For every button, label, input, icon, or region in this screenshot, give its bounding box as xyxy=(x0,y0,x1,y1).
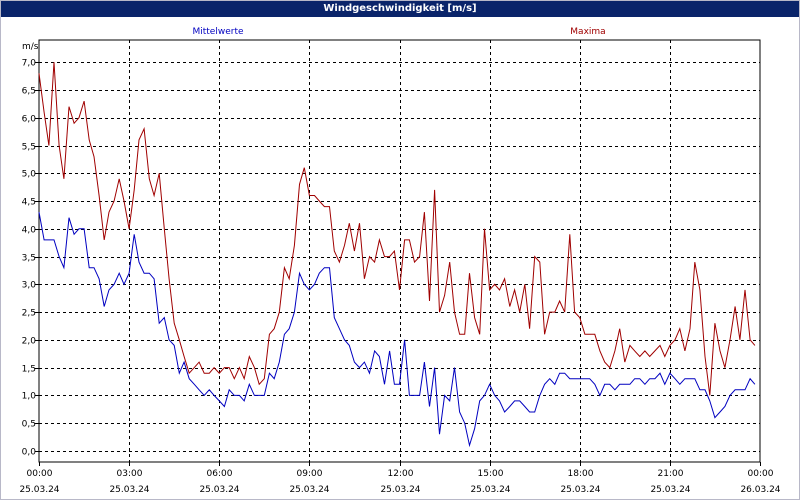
x-tick-time-label: 18:00 xyxy=(568,469,594,479)
x-tick-time-label: 00:00 xyxy=(27,469,53,479)
x-tick-date-label: 25.03.24 xyxy=(289,485,329,495)
x-tick-date-label: 25.03.24 xyxy=(19,485,59,495)
series-line-mittelwerte xyxy=(38,212,756,448)
legend-maxima: Maxima xyxy=(570,27,605,37)
x-tick-date-label: 25.03.24 xyxy=(109,485,149,495)
x-axis-ticks: 00:00 25.03.24 03:00 25.03.24 06:00 25.03.24 0… xyxy=(19,462,781,495)
y-tick-label: 7,0 xyxy=(22,59,37,69)
x-tick-time-label: 06:00 xyxy=(207,469,233,479)
y-tick-label: 1,5 xyxy=(22,365,36,375)
x-tick-time-label: 15:00 xyxy=(478,469,504,479)
plot-area-border xyxy=(38,39,761,463)
y-tick-label: 5,5 xyxy=(22,143,36,153)
y-tick-label: 4,0 xyxy=(22,226,37,236)
x-tick-time-label: 12:00 xyxy=(388,469,414,479)
y-tick-label: 2,5 xyxy=(22,309,36,319)
x-tick-time-label: 00:00 xyxy=(748,469,774,479)
legend-mittelwerte: Mittelwerte xyxy=(192,27,243,37)
y-tick-label: 6,0 xyxy=(22,115,37,125)
grid xyxy=(39,40,760,462)
y-tick-label: 3,5 xyxy=(22,254,36,264)
y-tick-label: 5,0 xyxy=(22,170,37,180)
x-tick-time-label: 03:00 xyxy=(117,469,143,479)
window-title: Windgeschwindigkeit [m/s] xyxy=(1,1,799,17)
series-line-maxima xyxy=(38,62,756,396)
x-tick-date-label: 25.03.24 xyxy=(560,485,600,495)
y-tick-label: 6,5 xyxy=(22,87,36,97)
x-tick-date-label: 25.03.24 xyxy=(199,485,239,495)
series xyxy=(38,62,756,448)
y-tick-label: 2,0 xyxy=(22,337,37,347)
y-tick-label: 0,5 xyxy=(22,420,36,430)
y-tick-label: 4,5 xyxy=(22,198,36,208)
x-tick-date-label: 25.03.24 xyxy=(470,485,510,495)
x-tick-date-label: 25.03.24 xyxy=(380,485,420,495)
x-tick-date-label: 26.03.24 xyxy=(740,485,780,495)
y-tick-label: 3,0 xyxy=(22,281,37,291)
y-tick-label: 0,0 xyxy=(22,448,37,458)
y-axis-ticks: 0,0 0,5 1,0 1,5 2,0 2,5 3,0 3,5 4,0 4,5 5,0 5,5 6,0 6… xyxy=(22,59,39,458)
y-tick-label: 1,0 xyxy=(22,392,37,402)
x-tick-time-label: 21:00 xyxy=(658,469,684,479)
x-tick-date-label: 25.03.24 xyxy=(650,485,690,495)
x-tick-time-label: 09:00 xyxy=(297,469,323,479)
y-axis-label: m/s xyxy=(22,42,39,52)
